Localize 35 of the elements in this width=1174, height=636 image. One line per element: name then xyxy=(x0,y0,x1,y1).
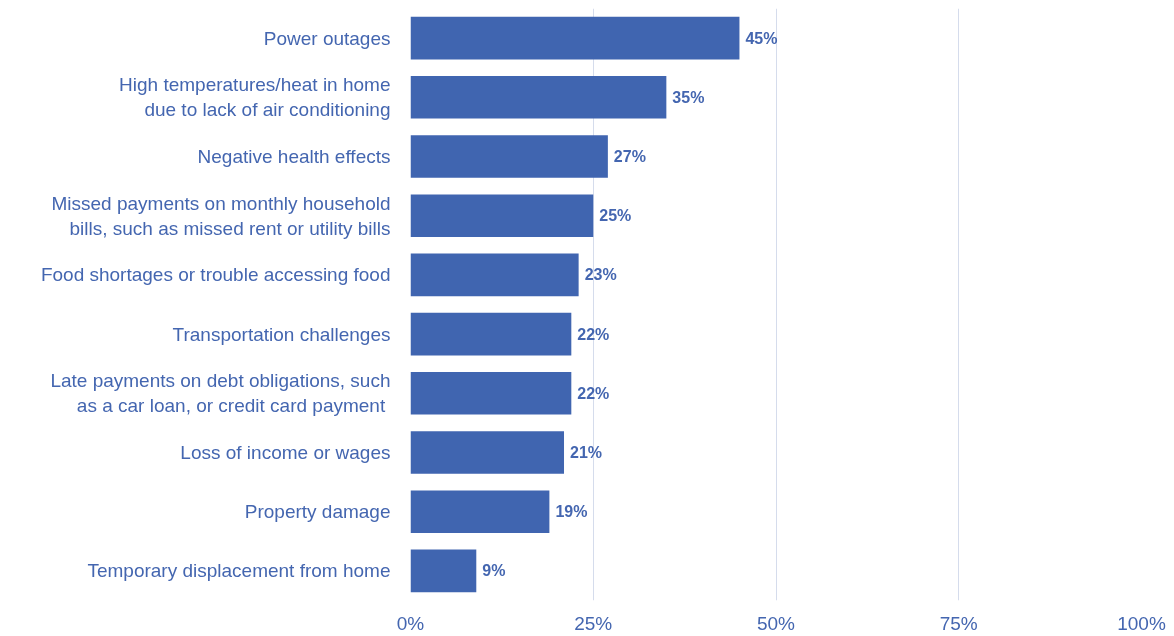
x-tick-label: 75% xyxy=(939,612,978,634)
data-label: 35% xyxy=(672,88,705,106)
y-tick-label: Property damage xyxy=(244,501,391,523)
bar xyxy=(410,549,477,593)
data-label: 21% xyxy=(570,444,603,461)
data-label: 25% xyxy=(599,207,632,225)
bar xyxy=(410,135,608,178)
y-tick-label: Temporary displacement from home xyxy=(87,560,391,582)
x-tick-label: 100% xyxy=(1117,612,1166,634)
y-tick-label: Loss of income or wages xyxy=(180,442,391,463)
data-label: 27% xyxy=(613,148,646,165)
data-label: 9% xyxy=(482,562,506,580)
x-tick-label: 25% xyxy=(574,612,613,634)
y-tick-label: Food shortages or trouble accessing food xyxy=(40,264,391,286)
data-label: 45% xyxy=(745,29,778,47)
x-tick-label: 0% xyxy=(396,612,425,634)
bar xyxy=(410,194,594,238)
bar xyxy=(410,371,572,415)
y-tick-label: High temperatures/heat in home due to lack of air conditioning xyxy=(119,74,391,121)
bar xyxy=(410,431,565,474)
y-tick-label: Negative health effects xyxy=(197,146,391,167)
y-tick-label: Transportation challenges xyxy=(172,323,391,345)
y-tick-label: Missed payments on monthly household bills, such as missed rent or utility bills xyxy=(51,192,391,239)
data-label: 23% xyxy=(584,266,617,284)
data-label: 22% xyxy=(577,384,610,402)
data-label: 19% xyxy=(555,503,588,521)
data-label: 22% xyxy=(577,325,610,343)
x-tick-label: 50% xyxy=(756,612,796,634)
bar xyxy=(410,253,579,297)
bar xyxy=(410,312,572,356)
bar xyxy=(410,16,740,60)
y-tick-label: Power outages xyxy=(263,27,391,49)
bar xyxy=(410,75,667,119)
bar xyxy=(410,490,550,534)
y-tick-label: Late payments on debt obligations, such as a car loan, or credit card payment xyxy=(50,370,391,417)
